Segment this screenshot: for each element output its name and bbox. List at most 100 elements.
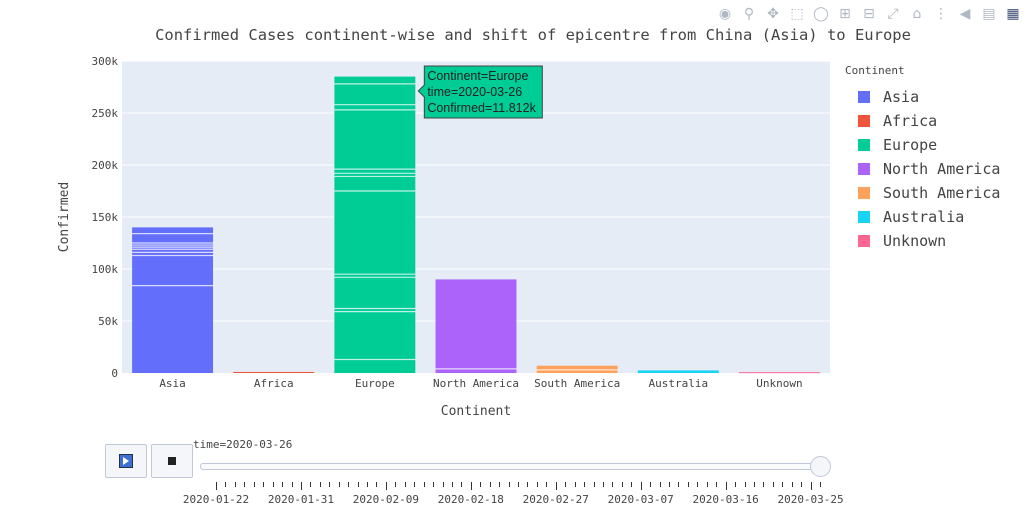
slider-tick <box>433 482 435 487</box>
legend-title: Continent <box>845 64 905 77</box>
x-tick-label: Australia <box>648 377 708 390</box>
legend-label: Unknown <box>883 232 947 250</box>
legend-item-africa[interactable]: Africa <box>845 109 1000 133</box>
slider-tick <box>518 482 519 487</box>
x-tick-label: Europe <box>355 377 395 390</box>
legend-swatch <box>858 91 870 103</box>
slider-tick <box>810 482 812 490</box>
chart: Confirmed Cases continent-wise and shift… <box>57 26 911 419</box>
hover-compare-icon[interactable]: ▤ <box>982 6 996 22</box>
x-tick-label: Unknown <box>756 377 802 390</box>
slider-tick <box>574 482 576 487</box>
y-tick-label: 200k <box>92 159 119 172</box>
bar-africa[interactable] <box>233 371 315 373</box>
slider-tick <box>584 482 586 487</box>
tooltip-line: Continent=Europe <box>427 69 528 83</box>
slider-tick <box>216 482 217 490</box>
legend-item-asia[interactable]: Asia <box>845 85 1000 109</box>
legend-item-north-america[interactable]: North America <box>845 157 1000 181</box>
bar-south-america[interactable] <box>536 365 618 373</box>
slider-tick <box>489 482 491 487</box>
slider-tick <box>763 482 765 487</box>
hover-closest-icon[interactable]: ◀ <box>959 6 971 22</box>
legend-label: South America <box>883 184 1001 202</box>
y-tick-labels: 0 50k 100k 150k 200k 250k 300k <box>92 55 119 380</box>
y-tick-label: 150k <box>92 211 119 224</box>
slider-tick <box>499 482 501 487</box>
plotly-logo-icon[interactable]: ▦ <box>1006 6 1020 22</box>
stop-button[interactable] <box>151 444 193 478</box>
bar-europe[interactable] <box>334 76 416 373</box>
bar <box>738 372 820 374</box>
camera-icon[interactable]: ◉ <box>718 6 732 22</box>
slider-tick <box>820 482 821 487</box>
slider-tick <box>697 482 699 487</box>
slider-tick <box>348 482 350 487</box>
bar-unknown[interactable] <box>738 372 820 374</box>
slider-tick <box>253 482 255 487</box>
legend-swatch <box>858 139 870 151</box>
chart-title: Confirmed Cases continent-wise and shift… <box>155 26 911 44</box>
slider-tick <box>300 482 302 490</box>
legend-item-unknown[interactable]: Unknown <box>845 229 1000 253</box>
slider-tick <box>791 482 793 487</box>
slider-tick <box>225 482 227 487</box>
zoom-out-icon[interactable]: ⊟ <box>863 6 875 22</box>
legend-label: Asia <box>883 88 920 106</box>
legend-label: Africa <box>883 112 938 130</box>
zoom-in-icon[interactable]: ⊞ <box>839 6 851 22</box>
slider-tick <box>508 482 510 487</box>
reset-axes-icon[interactable]: ⌂ <box>912 6 922 22</box>
slider-tick <box>451 482 453 487</box>
slider-tick <box>338 482 340 487</box>
box-select-icon[interactable]: ⬚ <box>790 6 804 22</box>
bar-australia[interactable] <box>637 370 719 373</box>
time-slider-track[interactable] <box>200 463 827 470</box>
slider-tick <box>404 482 406 487</box>
slider-tick <box>555 482 557 490</box>
slider-tick <box>414 482 416 487</box>
slider-tick <box>329 482 331 487</box>
x-tick-label: Africa <box>254 377 294 390</box>
hover-tooltip: Continent=Europe time=2020-03-26 Confirm… <box>417 65 543 119</box>
time-slider-handle[interactable] <box>810 456 831 477</box>
bars <box>132 76 820 374</box>
slider-tick <box>744 482 746 487</box>
slider-tick <box>470 482 472 490</box>
bar <box>233 371 315 373</box>
slider-tick <box>376 482 378 487</box>
modebar: ◉ ⚲ ✥ ⬚ ◯ ⊞ ⊟ ⤢ ⌂ ⋮ ◀ ▤ ▦ <box>716 4 1022 24</box>
y-tick-label: 0 <box>111 367 118 380</box>
zoom-icon[interactable]: ⚲ <box>743 6 755 22</box>
bar-north-america[interactable] <box>435 279 517 373</box>
pan-icon[interactable]: ✥ <box>767 6 779 22</box>
slider-date-label: 2020-01-22 <box>182 493 250 506</box>
bar <box>334 76 416 373</box>
play-button[interactable] <box>105 444 147 478</box>
y-tick-label: 100k <box>92 263 119 276</box>
legend-swatch <box>858 187 870 199</box>
slider-tick <box>801 482 803 487</box>
slider-date-label: 2020-02-09 <box>352 493 419 506</box>
spike-lines-icon[interactable]: ⋮ <box>934 6 948 22</box>
y-axis-title: Confirmed <box>57 182 72 252</box>
slider-tick <box>678 482 680 487</box>
legend-item-south-america[interactable]: South America <box>845 181 1000 205</box>
slider-tick <box>423 482 425 487</box>
legend-label: Australia <box>883 208 965 226</box>
legend-item-australia[interactable]: Australia <box>845 205 1000 229</box>
slider-tick <box>527 482 529 487</box>
lasso-icon[interactable]: ◯ <box>813 6 829 22</box>
slider-tick <box>319 482 321 487</box>
autoscale-icon[interactable]: ⤢ <box>887 6 899 22</box>
slider-tick <box>631 482 633 487</box>
x-tick-label: North America <box>433 377 519 390</box>
bar-asia[interactable] <box>132 227 214 373</box>
legend-item-europe[interactable]: Europe <box>845 133 1000 157</box>
tooltip-box <box>417 65 543 119</box>
slider-tick <box>725 482 727 490</box>
tooltip-line: Confirmed=11.812k <box>427 101 536 115</box>
legend-swatch <box>858 235 870 247</box>
slider-tick <box>461 482 463 487</box>
slider-date-label: 2020-03-25 <box>777 493 844 506</box>
